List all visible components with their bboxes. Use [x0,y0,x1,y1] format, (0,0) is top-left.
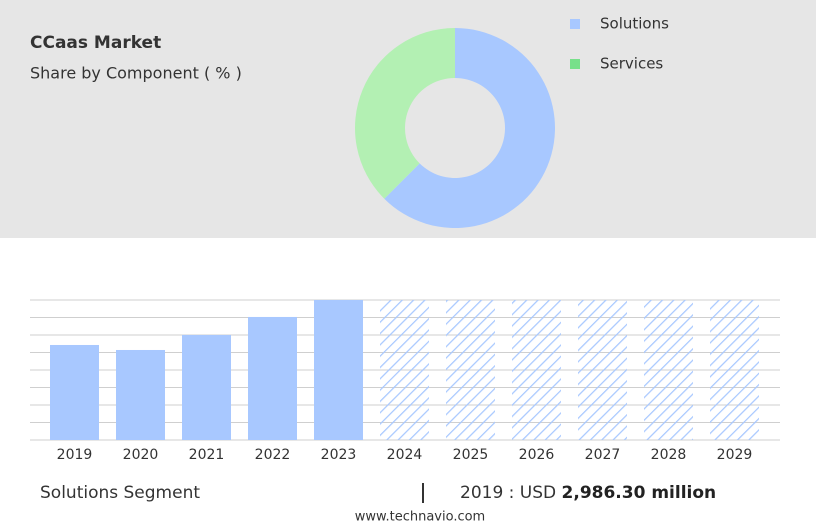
chart-subtitle: Share by Component ( % ) [30,64,242,83]
pie-slice [354,28,455,199]
x-tick-label: 2023 [321,447,357,463]
x-tick-label: 2029 [717,447,753,463]
x-tick-label: 2022 [255,447,291,463]
x-tick-label: 2024 [387,447,423,463]
legend-swatch [570,19,580,29]
bar [248,316,297,440]
highlight-year: 2019 : USD [460,483,556,503]
bar [116,349,165,440]
forecast-bar [710,300,759,440]
x-tick-label: 2026 [519,447,555,463]
x-tick-label: 2019 [57,447,93,463]
forecast-bar [644,300,693,440]
x-tick-label: 2021 [189,447,225,463]
x-tick-label: 2025 [453,447,489,463]
forecast-bar [446,300,495,440]
forecast-bar [578,300,627,440]
highlight-label: 2019 : USD 2,986.30 million [460,483,716,503]
segment-label: Solutions Segment [40,483,200,503]
chart-title: CCaas Market [30,33,161,53]
bar [314,299,363,440]
legend-label: Solutions [600,15,669,33]
forecast-bar [512,300,561,440]
legend-label: Services [600,55,663,73]
pie-slice [384,28,555,228]
source: www.technavio.com [355,510,485,525]
x-tick-label: 2027 [585,447,621,463]
bar [50,344,99,440]
x-tick-label: 2020 [123,447,159,463]
x-tick-label: 2028 [651,447,687,463]
legend-swatch [570,59,580,69]
bar [182,334,231,440]
highlight-value: 2,986.30 million [562,483,717,503]
forecast-bar [380,300,429,440]
